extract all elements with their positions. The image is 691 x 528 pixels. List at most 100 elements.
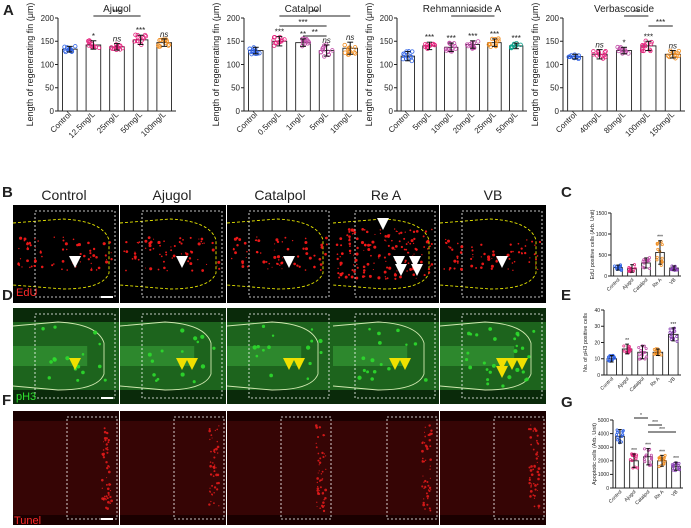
fluorescent-speck <box>34 258 36 260</box>
fluorescent-speck <box>529 427 532 431</box>
y-tick-label: 0 <box>50 107 55 116</box>
fluorescent-speck <box>209 473 212 476</box>
data-point <box>634 457 638 461</box>
fluorescent-speck <box>93 330 98 335</box>
fluorescent-speck <box>322 455 325 459</box>
fluorescent-speck <box>528 478 531 482</box>
fluorescent-speck <box>412 230 416 234</box>
data-point <box>401 51 406 57</box>
fluorescent-speck <box>320 504 324 507</box>
fluorescent-speck <box>534 244 536 246</box>
fluorescent-speck <box>457 262 459 264</box>
fluorescent-speck <box>273 255 277 259</box>
fluorescent-speck <box>357 375 362 380</box>
fluorescent-speck <box>173 256 175 258</box>
fluorescent-speck <box>125 250 129 254</box>
fluorescent-speck <box>284 236 287 239</box>
fluorescent-speck <box>537 477 540 481</box>
fluorescent-speck <box>404 261 406 264</box>
chart-title: Verbascoside <box>594 4 654 15</box>
data-point <box>613 264 617 268</box>
fluorescent-speck <box>315 446 318 449</box>
arrowhead-marker <box>393 256 405 268</box>
fluorescent-speck <box>213 465 216 468</box>
region-of-interest-box <box>461 313 543 399</box>
fluorescent-speck <box>217 260 221 264</box>
fluorescent-speck <box>513 337 517 341</box>
fluorescent-speck <box>347 273 351 276</box>
data-point <box>659 353 663 357</box>
data-point <box>618 46 623 52</box>
fluorescent-speck <box>19 258 22 260</box>
bar <box>465 44 481 112</box>
fluorescent-speck <box>317 491 320 494</box>
fluorescent-speck <box>180 328 185 333</box>
fluorescent-speck <box>520 247 523 250</box>
fluorescent-speck <box>305 252 309 256</box>
fluorescent-speck <box>491 363 496 368</box>
fluorescent-speck <box>421 457 424 460</box>
bar <box>85 44 102 112</box>
fluorescent-speck <box>405 243 408 245</box>
data-point <box>627 266 631 270</box>
data-point <box>448 41 453 47</box>
fluorescent-speck <box>279 264 281 266</box>
fluorescent-speck <box>160 349 164 353</box>
fluorescent-speck <box>106 432 108 434</box>
fluorescent-speck <box>304 237 307 240</box>
fluorescent-speck <box>201 243 203 245</box>
fluorescent-speck <box>449 267 452 270</box>
fluorescent-speck <box>81 370 85 375</box>
region-of-interest-box <box>34 210 116 298</box>
fluorescent-speck <box>347 228 351 231</box>
significance-mark: ns <box>669 42 677 51</box>
data-point <box>627 269 631 273</box>
fluorescent-speck <box>149 240 153 244</box>
fluorescent-speck <box>211 241 214 245</box>
fluorescent-speck <box>466 351 470 355</box>
fluorescent-speck <box>492 253 496 257</box>
data-point <box>644 347 648 351</box>
fluorescent-speck <box>351 233 354 235</box>
y-tick-label: 40 <box>594 308 600 314</box>
fluorescent-speck <box>385 260 387 263</box>
significance-mark: ns <box>160 30 168 39</box>
fluorescent-speck <box>520 252 524 255</box>
data-point <box>642 458 646 462</box>
data-point <box>640 43 645 48</box>
y-tick-label: 150 <box>227 37 241 46</box>
fluorescent-speck <box>103 441 105 443</box>
fluorescent-speck <box>530 436 532 438</box>
data-point <box>352 51 358 56</box>
fluorescent-speck <box>528 481 531 485</box>
bar <box>342 47 358 112</box>
arrowhead-marker <box>69 358 81 370</box>
chart-ph3: 0 10 20 30 40 No. of pH3 positive cells Contro… <box>583 308 681 393</box>
fluorescent-speck <box>537 473 541 477</box>
fluorescent-speck <box>276 240 280 244</box>
fluorescent-speck <box>391 239 393 242</box>
data-point <box>615 428 619 432</box>
x-tick-label: Catalpol <box>634 489 651 506</box>
y-tick-label: 0 <box>236 107 241 116</box>
fluorescent-speck <box>241 262 244 265</box>
y-axis-label: Length of regenerating fin (μm) <box>25 3 35 127</box>
fluorescent-speck <box>34 238 36 240</box>
fluorescent-speck <box>373 262 375 264</box>
fluorescent-speck <box>325 236 328 240</box>
fluorescent-speck <box>410 239 414 243</box>
fluorescent-speck <box>61 248 65 251</box>
data-point <box>247 46 252 51</box>
arrowhead-marker <box>496 358 508 370</box>
data-point <box>509 44 514 49</box>
fluorescent-speck <box>101 453 104 456</box>
data-point <box>62 44 67 50</box>
bracket-label: *** <box>652 420 658 426</box>
micrograph-panel <box>12 308 119 404</box>
fluorescent-speck <box>451 248 454 251</box>
fluorescent-speck <box>97 364 102 369</box>
micrograph-row-edu <box>12 205 546 303</box>
fluorescent-speck <box>213 450 215 453</box>
fluorescent-speck <box>482 361 486 365</box>
fluorescent-speck <box>368 274 372 278</box>
